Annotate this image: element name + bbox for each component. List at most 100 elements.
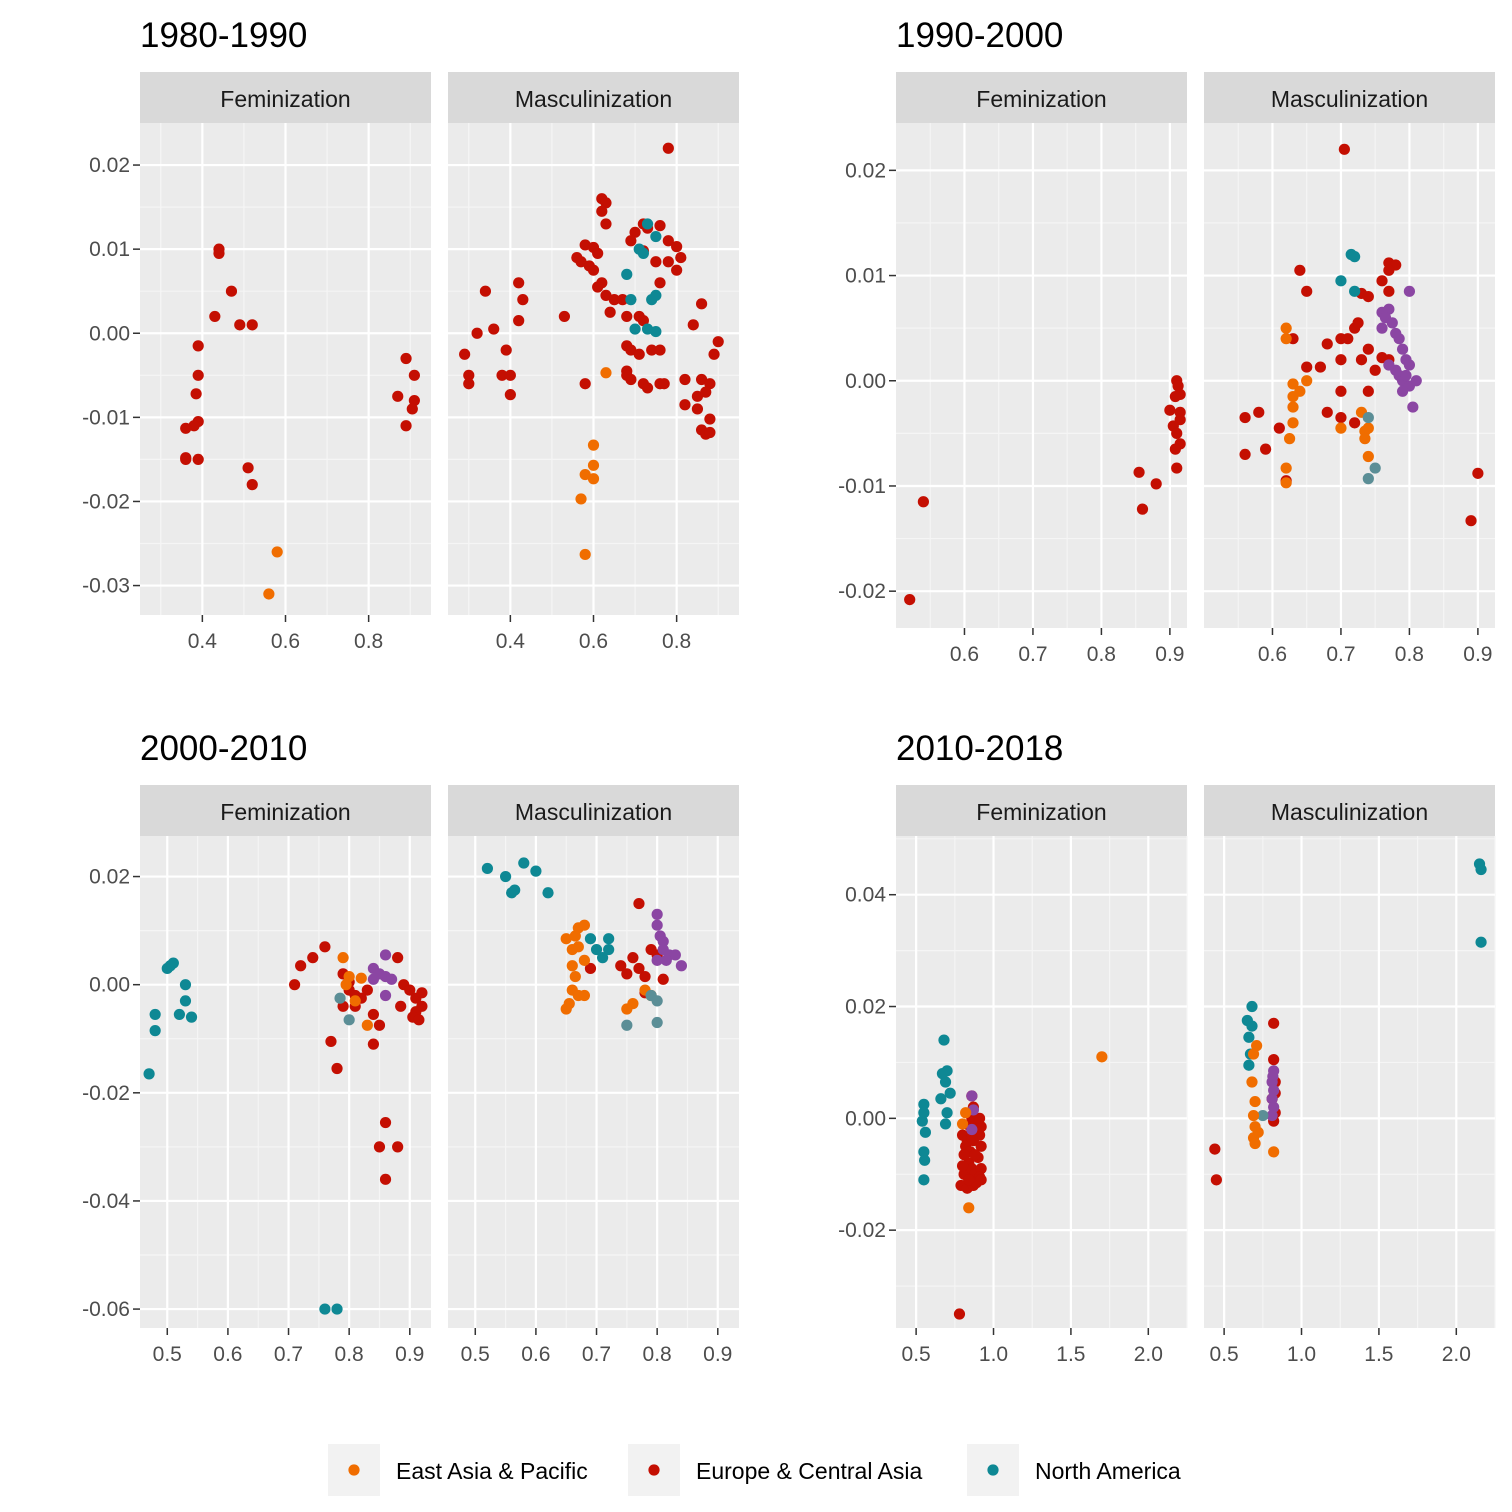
y-tick-label: 0.02: [89, 154, 130, 177]
y-tick-label: -0.04: [82, 1190, 130, 1213]
data-point: [500, 344, 512, 356]
data-point: [566, 943, 578, 956]
data-point: [650, 325, 662, 338]
data-point: [517, 294, 529, 306]
data-point: [1266, 1109, 1278, 1122]
y-tick-label: 0.00: [89, 322, 130, 345]
x-tick-label: 0.6: [579, 630, 608, 653]
data-point: [149, 1025, 161, 1037]
data-point: [1266, 1093, 1278, 1105]
data-point: [608, 294, 620, 306]
data-point: [1407, 401, 1419, 413]
chart-2000-2010: 2000-2010 0.02 0.00 -0.02 -0.04 -0.06 Feminiza…: [82, 729, 739, 1366]
data-point: [600, 289, 612, 302]
y-tick-label: -0.02: [82, 490, 130, 513]
data-point: [637, 247, 649, 259]
chart-2010-2018: 2010-2018 0.04 0.02 0.00 -0.02 Feminization 0.…: [838, 729, 1496, 1366]
facet-strip: [448, 72, 739, 123]
data-point: [246, 319, 258, 331]
x-tick-label: 0.8: [1395, 643, 1424, 666]
y-tick-label: 0.00: [845, 370, 886, 393]
data-point: [325, 1035, 337, 1048]
data-point: [180, 453, 192, 466]
legend-item: Europe & Central Asia: [628, 1444, 923, 1496]
x-tick-label: 1.0: [1287, 1343, 1316, 1366]
data-point: [641, 382, 654, 394]
data-point: [1335, 422, 1347, 434]
y-tick-label: -0.01: [82, 406, 130, 429]
legend-label: North America: [1035, 1458, 1181, 1484]
y-tick-label: 0.02: [89, 866, 130, 889]
data-point: [651, 1016, 663, 1029]
data-point: [975, 1174, 987, 1186]
data-point: [504, 389, 516, 401]
data-point: [966, 1090, 978, 1102]
data-point: [1253, 406, 1265, 418]
data-point: [173, 1008, 186, 1021]
legend-item: East Asia & Pacific: [328, 1444, 588, 1496]
data-point: [1169, 443, 1181, 455]
data-point: [143, 1068, 155, 1080]
data-point: [560, 933, 572, 945]
data-point: [671, 264, 683, 276]
data-point: [657, 973, 669, 985]
data-point: [625, 373, 637, 386]
data-point: [459, 348, 471, 360]
x-tick-label: 0.9: [1155, 643, 1184, 666]
data-point: [651, 995, 663, 1007]
facet-strip: [1204, 72, 1495, 123]
facet-strip: [140, 72, 431, 123]
data-point: [625, 294, 637, 306]
y-tick-label: 0.00: [89, 974, 130, 997]
x-tick-label: 0.7: [1326, 643, 1355, 666]
data-point: [192, 369, 204, 381]
data-point: [558, 310, 571, 323]
data-point: [579, 548, 591, 561]
y-tick-label: 0.00: [845, 1107, 886, 1130]
data-point: [935, 1093, 947, 1105]
y-tick-label: -0.06: [82, 1298, 130, 1321]
data-point: [904, 593, 916, 606]
data-point: [1359, 433, 1371, 445]
data-point: [679, 373, 691, 386]
data-point: [463, 369, 475, 381]
data-point: [939, 1076, 952, 1088]
data-point: [367, 1008, 380, 1021]
data-point: [651, 919, 663, 931]
data-point: [669, 949, 681, 961]
data-point: [637, 315, 649, 327]
data-point: [288, 979, 301, 991]
data-point: [1383, 285, 1395, 297]
data-point: [408, 394, 420, 407]
data-point: [1338, 143, 1350, 155]
x-tick-label: 0.5: [153, 1343, 182, 1366]
data-point: [213, 247, 225, 259]
data-point: [1362, 422, 1374, 434]
data-point: [973, 1112, 986, 1124]
data-point: [1096, 1051, 1108, 1063]
data-point: [1246, 1000, 1258, 1013]
data-point: [179, 995, 192, 1007]
x-tick-label: 0.5: [902, 1343, 931, 1366]
data-point: [658, 378, 670, 390]
data-point: [542, 887, 554, 899]
facet-Masculinization: Masculinization 0.6 0.7 0.8 0.9: [1204, 72, 1495, 666]
data-point: [956, 1118, 969, 1130]
data-point: [600, 218, 612, 230]
chart-1980-1990: 1980-1990 0.02 0.01 0.00 -0.01 -0.02 -0.03 Femi…: [82, 16, 739, 653]
data-point: [518, 857, 530, 869]
data-point: [343, 1014, 355, 1026]
facet-Feminization: Feminization 0.6 0.7 0.8 0.9: [896, 72, 1187, 666]
data-point: [1247, 1048, 1260, 1060]
data-point: [1246, 1076, 1258, 1088]
data-point: [604, 306, 616, 318]
data-point: [958, 1149, 970, 1161]
data-point: [263, 588, 275, 600]
data-point: [917, 496, 929, 508]
data-point: [587, 459, 600, 471]
chart-1990-2000: 1990-2000 0.02 0.01 0.00 -0.01 -0.02 Feminizat…: [838, 16, 1495, 666]
data-point: [1267, 1070, 1279, 1083]
data-point: [1171, 427, 1183, 439]
data-point: [650, 289, 662, 302]
